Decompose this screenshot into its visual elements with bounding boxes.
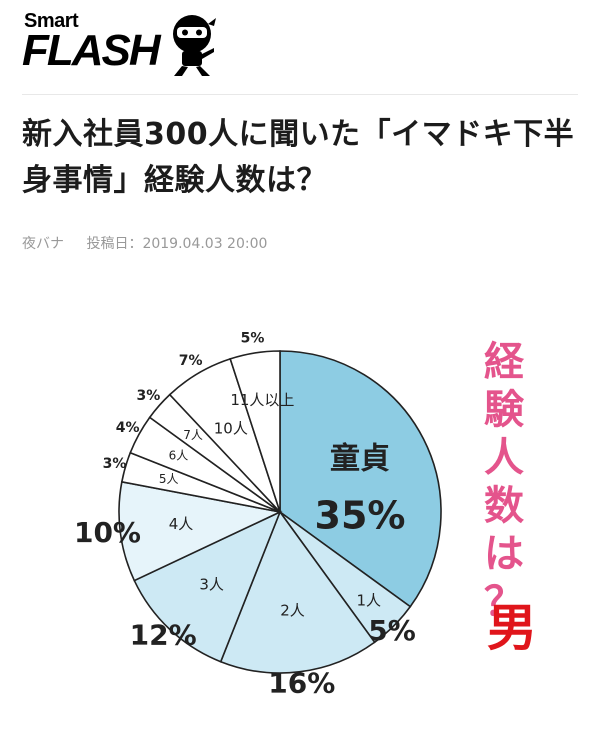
slice-label: 11人以上 xyxy=(230,391,294,409)
pie-slice xyxy=(133,510,282,663)
side-title-char: は xyxy=(484,531,524,577)
slice-percentage: 7% xyxy=(179,353,203,369)
logo-flash-text: FLASH xyxy=(22,26,161,75)
article-title: 新入社員300人に聞いた「イマドキ下半身事情」経験人数は？ xyxy=(22,117,575,198)
pie-slice xyxy=(118,480,283,582)
header-divider xyxy=(22,94,578,95)
slice-percentage: 16% xyxy=(268,667,335,700)
pie-slice xyxy=(279,350,442,608)
slice-label: 童貞 xyxy=(330,442,390,477)
slice-label: 6人 xyxy=(169,449,189,463)
side-title-char: 数 xyxy=(484,483,524,529)
side-title-char: ？ xyxy=(484,579,524,625)
site-logo[interactable]: Smart FLASH xyxy=(22,10,222,80)
chart-area: 童貞 35% 1人 5% 2人 16% 3人 12% 4人 10% 5人 3% 6人 4% 7人 3% 10人 7… xyxy=(0,290,600,742)
slice-percentage: 12% xyxy=(130,618,197,651)
slice-label: 4人 xyxy=(169,515,194,533)
side-title-char: 人 xyxy=(484,435,524,481)
post-date-label: 投稿日： xyxy=(86,236,143,252)
slice-percentage: 5% xyxy=(368,614,416,647)
post-date-value: 2019.04.03 20:00 xyxy=(142,236,268,252)
slice-label: 5人 xyxy=(159,472,179,486)
slice-percentage: 3% xyxy=(103,456,127,472)
article-author[interactable]: 夜バナ xyxy=(22,236,64,252)
side-title-char: 験 xyxy=(484,387,524,433)
pie-chart: 童貞 35% 1人 5% 2人 16% 3人 12% 4人 10% 5人 3% 6人 4% 7人 3% 10人 7… xyxy=(74,331,442,700)
pie-slice xyxy=(219,510,376,674)
slice-label: 1人 xyxy=(357,591,382,609)
slice-percentage: 10% xyxy=(74,516,141,549)
side-title-char: 経 xyxy=(484,339,524,385)
pie-slice xyxy=(229,350,281,513)
slice-percentage: 3% xyxy=(136,388,160,404)
gender-label: 男 xyxy=(487,599,537,657)
slice-label: 3人 xyxy=(199,575,224,593)
slice-percentage: 4% xyxy=(116,420,140,436)
ninja-mascot-icon xyxy=(173,15,216,76)
chart-side-title: 経 験 人 数 は ？ xyxy=(472,338,536,626)
slice-label: 10人 xyxy=(214,419,248,437)
post-date: 投稿日：2019.04.03 20:00 xyxy=(86,236,267,252)
slice-label: 7人 xyxy=(183,428,203,442)
slice-percentage: 35% xyxy=(315,494,406,538)
article-meta: 夜バナ 投稿日：2019.04.03 20:00 xyxy=(22,233,285,253)
slice-label: 2人 xyxy=(280,602,305,620)
logo-smart-text: Smart xyxy=(24,10,79,32)
slice-percentage: 5% xyxy=(241,331,265,347)
